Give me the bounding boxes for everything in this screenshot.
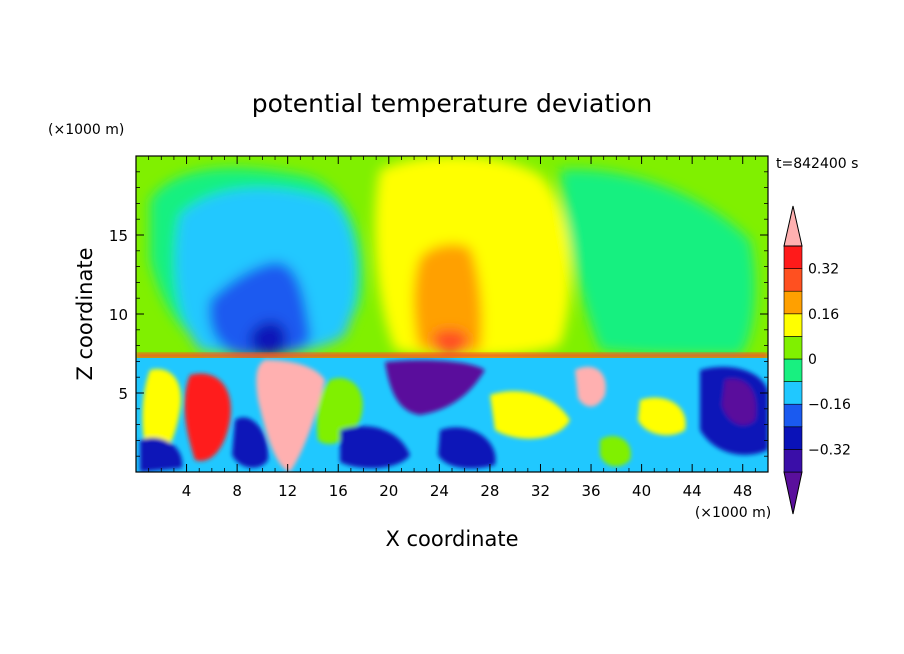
x-tick-label: 44 [683,482,702,500]
heatmap-field [136,156,768,472]
field-bl-red-left [184,373,231,461]
field-bl-pink-plume [256,360,325,472]
field-bl-pink-2 [575,366,606,407]
colorbar-band [783,381,803,405]
colorbar-tick-label: 0.16 [808,307,839,323]
x-tick-label: 12 [278,482,297,500]
field-region-darkblue [249,321,287,356]
y-tick-label: 15 [109,227,128,245]
x-tick-label: 48 [733,482,752,500]
field-bl-purple-center [385,360,485,415]
x-tick-label: 24 [430,482,449,500]
colorbar-band [783,403,803,428]
colorbar-extend-low [783,471,803,515]
field-inversion-layer [136,353,768,358]
field-bl-purple-right [722,379,756,425]
y-tick-label: 5 [118,385,128,403]
x-tick-label: 20 [379,482,398,500]
colorbar-band [783,290,803,315]
time-label: t=842400 s [776,156,858,172]
colorbar: 0.32 0.16 0 −0.16 −0.32 [783,205,851,515]
x-unit-label: (×1000 m) [695,505,771,521]
colorbar-extend-high [783,205,803,247]
x-tick-label: 40 [632,482,651,500]
field-bl-yellow-right [638,397,686,436]
y-axis-ticks: 5 10 15 [109,171,768,457]
colorbar-band [783,358,803,382]
y-unit-label: (×1000 m) [48,122,124,138]
y-axis-label: Z coordinate [73,247,97,380]
field-region-red [433,329,468,356]
colorbar-tick-label: −0.16 [808,397,851,413]
colorbar-band [783,245,803,269]
colorbar-band [783,449,803,473]
chart-title: potential temperature deviation [252,89,652,118]
colorbar-tick-label: 0 [808,352,817,368]
x-tick-label: 8 [232,482,242,500]
x-tick-label: 36 [581,482,600,500]
field-region-orange [413,244,482,354]
field-bl-yellow-2 [490,391,570,439]
y-tick-label: 10 [109,306,128,324]
field-bl-darkblue-2 [340,426,410,469]
field-region-green-right [560,169,756,355]
colorbar-band [783,313,803,337]
field-bl-darkblue-3 [438,427,496,469]
colorbar-tick-label: 0.32 [808,262,839,278]
field-bl-darkblue-left [140,437,183,472]
x-tick-label: 16 [329,482,348,500]
field-bl-green-2 [600,436,631,467]
x-tick-label: 28 [480,482,499,500]
x-tick-label: 32 [531,482,550,500]
x-tick-label: 4 [182,482,192,500]
colorbar-tick-label: −0.32 [808,442,851,458]
x-axis-ticks: 4 8 12 16 20 24 28 32 36 40 44 48 [148,156,756,500]
field-bl-darkblue-1 [232,417,269,468]
colorbar-band [783,336,803,360]
colorbar-band [783,268,803,292]
x-axis-label: X coordinate [385,527,518,551]
colorbar-band [783,426,803,450]
